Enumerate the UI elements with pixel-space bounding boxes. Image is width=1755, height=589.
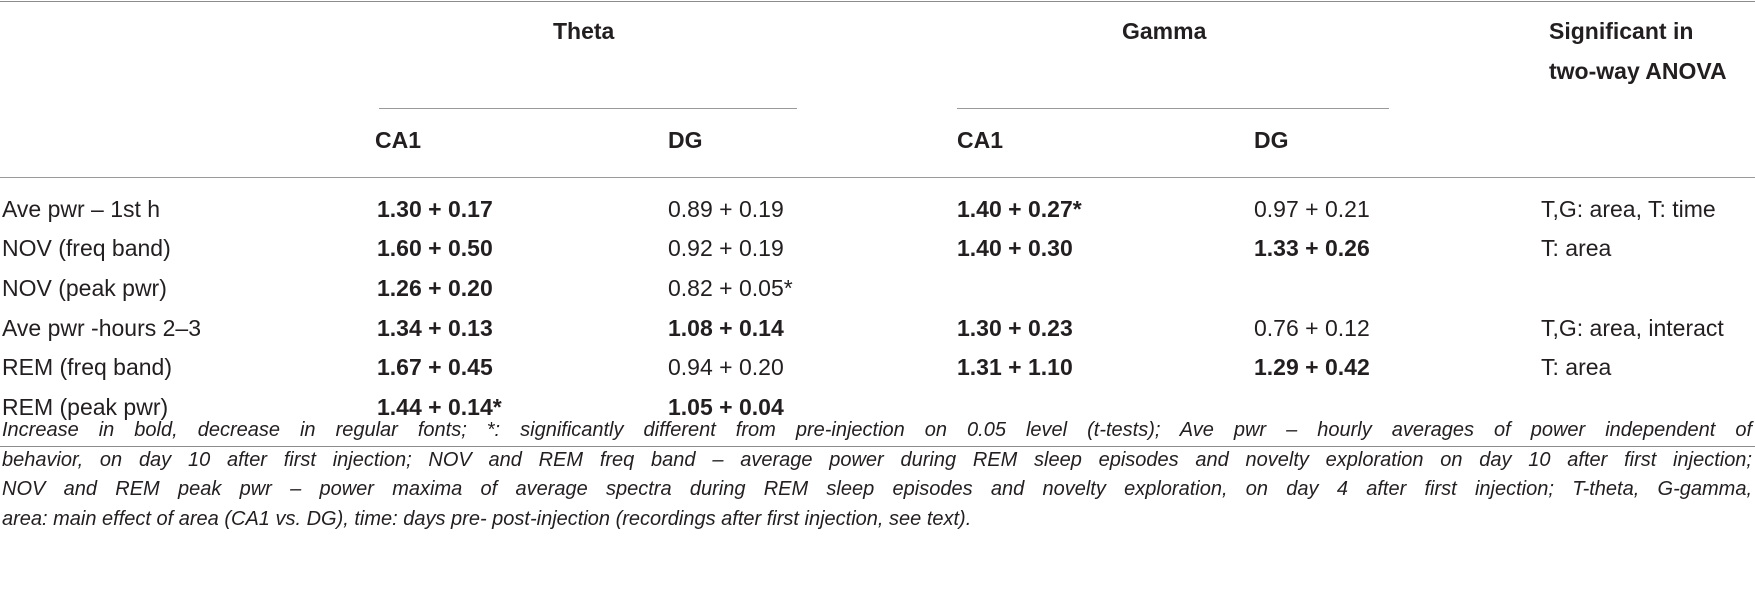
theta-span-rule [379,108,797,109]
cell-theta-dg: 0.89 + 0.19 [668,196,784,222]
cell-theta-ca1: 1.60 + 0.50 [377,235,493,261]
row-label: Ave pwr – 1st h [2,196,161,222]
table-footnote: Increase in bold, decrease in regular fo… [2,416,1752,534]
cell-theta-dg: 0.92 + 0.19 [668,235,784,261]
theta-ca1-header: CA1 [375,127,422,153]
anova-header-line1: Significant in [1549,18,1694,44]
theta-header: Theta [553,18,615,44]
footnote-line: NOV and REM peak pwr – power maxima of a… [2,478,1752,500]
cell-anova: T: area [1541,235,1612,261]
footnote-line: Increase in bold, decrease in regular fo… [2,419,1752,441]
gamma-span-rule [957,108,1389,109]
anova-header-line2: two-way ANOVA [1549,58,1727,84]
cell-theta-ca1: 1.30 + 0.17 [377,196,493,222]
header-bottom-rule [0,177,1755,178]
cell-gamma-dg: 1.29 + 0.42 [1254,354,1370,380]
footnote-line: area: main effect of area (CA1 vs. DG), … [2,507,972,530]
cell-theta-ca1: 1.26 + 0.20 [377,275,493,301]
gamma-dg-header: DG [1254,127,1289,153]
gamma-header: Gamma [1122,18,1207,44]
cell-gamma-ca1: 1.30 + 0.23 [957,315,1073,341]
theta-dg-header: DG [668,127,703,153]
gamma-ca1-header: CA1 [957,127,1004,153]
row-label: Ave pwr -hours 2–3 [2,315,202,341]
cell-theta-dg: 0.94 + 0.20 [668,354,784,380]
cell-gamma-ca1: 1.40 + 0.27* [957,196,1082,222]
cell-anova: T,G: area, T: time [1541,196,1716,222]
cell-theta-dg: 1.05 + 0.04 [668,394,784,420]
cell-theta-ca1: 1.67 + 0.45 [377,354,493,380]
row-label: REM (freq band) [2,354,173,380]
top-rule [0,1,1755,2]
row-label: NOV (peak pwr) [2,275,167,301]
cell-theta-ca1: 1.44 + 0.14* [377,394,502,420]
cell-gamma-dg: 0.76 + 0.12 [1254,315,1370,341]
cell-theta-dg: 1.08 + 0.14 [668,315,784,341]
cell-anova: T,G: area, interact [1541,315,1724,341]
row-label: NOV (freq band) [2,235,171,261]
cell-gamma-ca1: 1.31 + 1.10 [957,354,1073,380]
cell-gamma-dg: 0.97 + 0.21 [1254,196,1370,222]
footnote-line: behavior, on day 10 after first injectio… [2,448,1752,471]
cell-gamma-dg: 1.33 + 0.26 [1254,235,1370,261]
row-label: REM (peak pwr) [2,394,169,420]
table-bottom-rule [0,446,1755,447]
cell-theta-ca1: 1.34 + 0.13 [377,315,493,341]
cell-anova: T: area [1541,354,1612,380]
cell-theta-dg: 0.82 + 0.05* [668,275,793,301]
cell-gamma-ca1: 1.40 + 0.30 [957,235,1073,261]
